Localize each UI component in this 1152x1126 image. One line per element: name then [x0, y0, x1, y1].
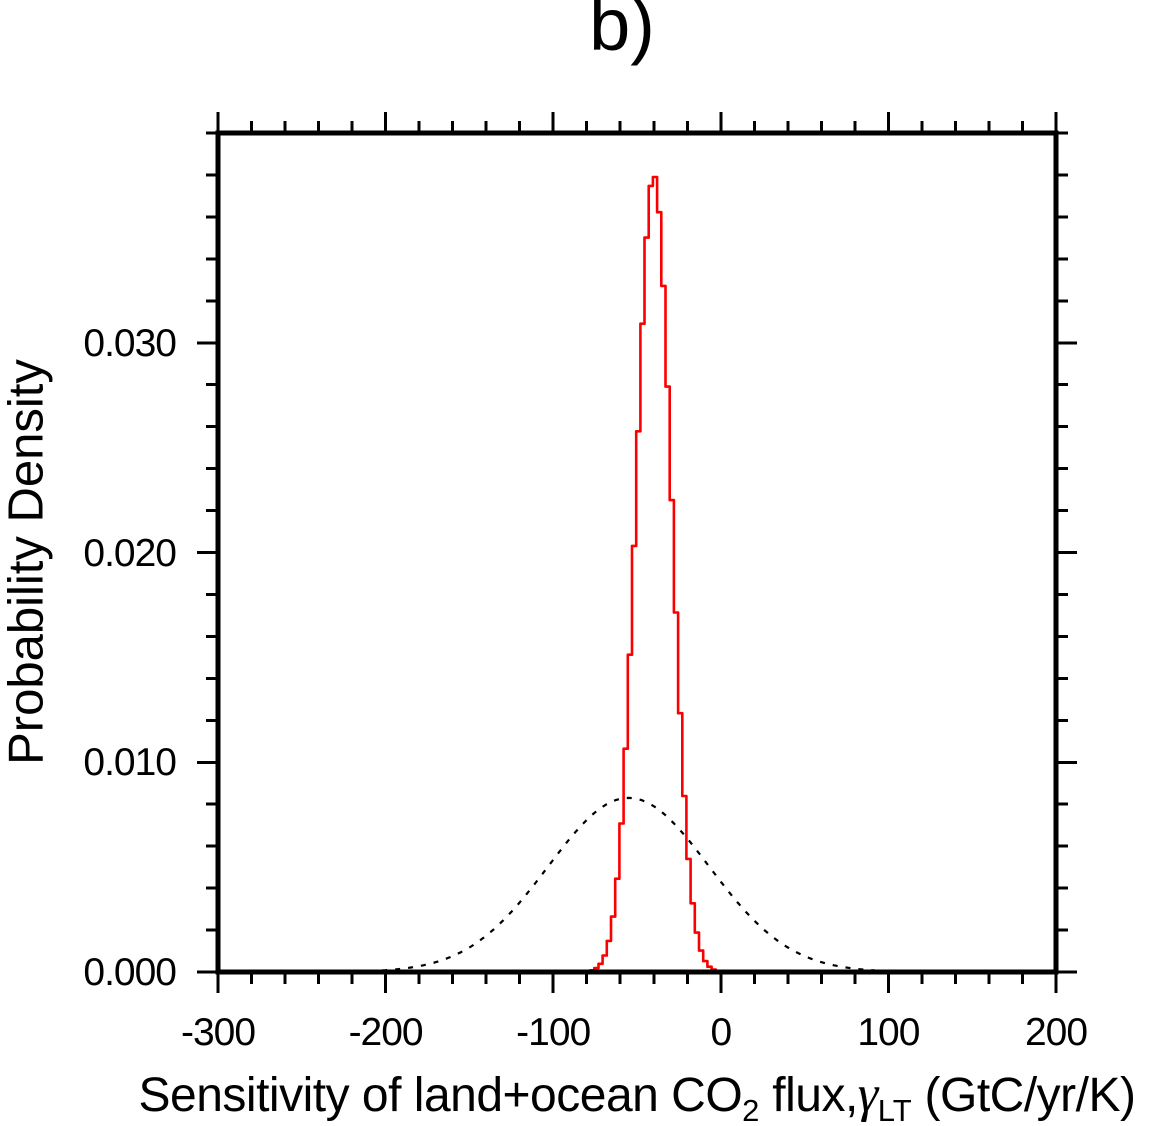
- y-tick-label: 0.000: [83, 951, 177, 994]
- x-tick-label: 200: [1024, 1011, 1088, 1054]
- x-axis-title-segment-sub: 2: [742, 1093, 760, 1126]
- pdf-wide-black-dashed-curve: [382, 796, 876, 972]
- x-axis-title-segment-normal: Sensitivity of land+ocean CO: [138, 1069, 743, 1122]
- x-tick-label: 100: [857, 1011, 920, 1054]
- chart-title: b): [589, 0, 655, 66]
- x-axis-title-segment-greek: γ: [857, 1066, 879, 1123]
- y-tick-label: 0.010: [83, 741, 177, 785]
- y-tick-label: 0.020: [83, 531, 177, 575]
- plot-frame: [215, 130, 1059, 975]
- x-tick-label: -100: [516, 1011, 591, 1054]
- x-tick-label: 0: [710, 1011, 732, 1054]
- x-axis-title-segment-normal: flux,: [759, 1069, 858, 1122]
- x-axis-title-segment-normal: (GtC/yr/K): [911, 1069, 1136, 1122]
- x-axis-title-segment-sub: LT: [877, 1093, 912, 1126]
- x-tick-label: -200: [348, 1011, 424, 1054]
- pdf-narrow-red-solid-curve: [588, 175, 718, 973]
- x-axis-title: Sensitivity of land+ocean CO2 flux,γLT (…: [139, 1066, 1136, 1126]
- x-tick-label: -300: [180, 1011, 256, 1054]
- y-tick-label: 0.030: [83, 321, 177, 365]
